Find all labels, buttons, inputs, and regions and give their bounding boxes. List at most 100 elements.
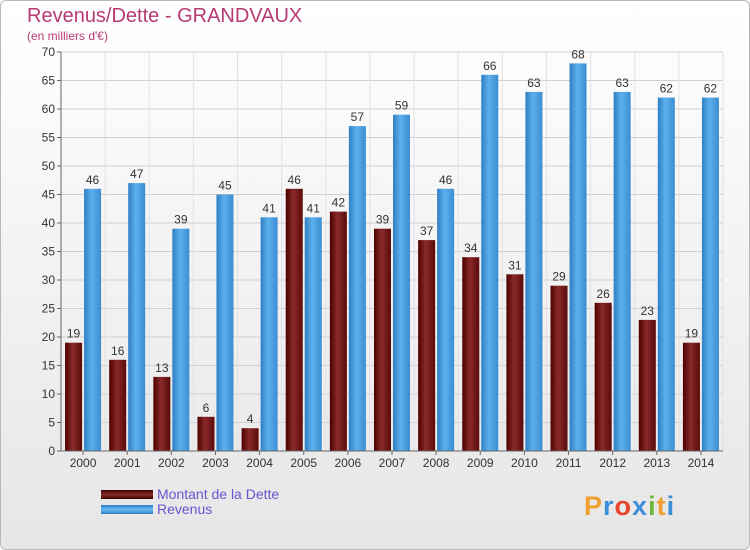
bar-revenus: [128, 183, 146, 451]
x-tick-label: 2009: [467, 456, 494, 470]
bar-revenus: [437, 188, 455, 452]
bar-debt: [65, 342, 83, 451]
data-label-revenus: 63: [527, 76, 541, 90]
bar-debt: [153, 376, 171, 451]
logo-letter: r: [603, 491, 615, 521]
data-label-revenus: 41: [307, 201, 321, 215]
data-label-revenus: 39: [174, 213, 188, 227]
x-tick-label: 2011: [556, 456, 582, 470]
data-label-revenus: 57: [351, 110, 365, 124]
y-tick-label: 45: [42, 188, 56, 202]
legend-label-revenus: Revenus: [157, 501, 213, 517]
bar-revenus: [216, 194, 234, 451]
bars-layer: [65, 63, 719, 452]
data-label-revenus: 68: [571, 47, 585, 61]
data-label-revenus: 63: [615, 76, 629, 90]
legend-swatch-debt: [101, 490, 153, 499]
bar-debt: [506, 274, 524, 451]
labels-layer: 19 46 16 47 13 39 6 45 4 41 46 41 42 57 39 59 37 46 34 66 31…: [67, 47, 718, 426]
bar-debt: [329, 211, 347, 451]
data-label-debt: 13: [155, 361, 169, 375]
y-tick-label: 60: [42, 102, 56, 116]
data-label-revenus: 46: [439, 173, 453, 187]
proxiti-logo: Proxiti: [584, 491, 675, 522]
x-tick-label: 2004: [246, 456, 273, 470]
bar-debt: [594, 302, 612, 451]
logo-letter: o: [614, 491, 633, 521]
y-tick-label: 25: [42, 302, 56, 316]
data-label-debt: 39: [376, 213, 390, 227]
legend-swatch-revenus: [101, 505, 153, 514]
data-label-debt: 29: [552, 270, 566, 284]
bar-revenus: [613, 91, 631, 452]
chart-subtitle: (en milliers d'€): [27, 29, 108, 43]
x-tick-label: 2000: [70, 456, 97, 470]
y-tick-label: 65: [42, 74, 56, 88]
bar-revenus: [348, 126, 366, 451]
bar-revenus: [260, 217, 278, 451]
logo-letter: i: [648, 491, 657, 521]
bar-debt: [550, 285, 568, 451]
chart-title: Revenus/Dette - GRANDVAUX: [27, 5, 303, 27]
x-tick-label: 2005: [290, 456, 317, 470]
y-tick-label: 40: [42, 216, 56, 230]
x-tick-label: 2013: [643, 456, 670, 470]
x-tick-label: 2002: [158, 456, 185, 470]
grid-layer: [60, 51, 724, 452]
logo-letter: P: [584, 491, 604, 521]
bar-revenus: [701, 97, 719, 451]
x-tick-label: 2010: [511, 456, 538, 470]
x-tick-label: 2008: [423, 456, 450, 470]
x-tick-label: 2014: [688, 456, 715, 470]
bar-debt: [285, 188, 303, 452]
y-tick-label: 15: [42, 359, 56, 373]
y-tick-label: 70: [42, 45, 56, 59]
x-tick-label: 2007: [379, 456, 406, 470]
y-tick-label: 20: [42, 330, 56, 344]
data-label-debt: 19: [67, 327, 81, 341]
x-tick-label: 2003: [202, 456, 229, 470]
bar-revenus: [304, 217, 322, 451]
bar-revenus: [525, 91, 543, 452]
logo-letter: t: [656, 491, 667, 521]
y-tick-label: 50: [42, 159, 56, 173]
data-label-debt: 4: [247, 412, 254, 426]
bar-debt: [197, 416, 215, 451]
data-label-revenus: 62: [704, 82, 718, 96]
data-label-revenus: 41: [262, 201, 276, 215]
data-label-debt: 23: [641, 304, 655, 318]
axes-layer: 0 5 10 15 20 25 30 35 40 45 50 55 60 65 70 2000 2001 2002…: [42, 45, 723, 470]
bar-revenus: [481, 74, 499, 452]
data-label-debt: 16: [111, 344, 125, 358]
y-tick-label: 30: [42, 273, 56, 287]
bar-debt: [462, 257, 480, 451]
bar-debt: [374, 228, 391, 451]
bar-debt: [638, 319, 656, 451]
logo-letter: x: [632, 491, 649, 521]
y-tick-label: 35: [42, 245, 56, 259]
data-label-debt: 46: [288, 173, 302, 187]
data-label-debt: 42: [332, 196, 346, 210]
data-label-debt: 26: [596, 287, 610, 301]
x-tick-label: 2001: [114, 456, 141, 470]
legend-label-debt: Montant de la Dette: [157, 486, 280, 502]
data-label-revenus: 62: [660, 82, 674, 96]
x-tick-label: 2012: [599, 456, 626, 470]
y-tick-label: 5: [48, 416, 55, 430]
bar-debt: [682, 342, 700, 451]
data-label-debt: 19: [685, 327, 699, 341]
data-label-debt: 6: [203, 401, 210, 415]
data-label-revenus: 66: [483, 59, 497, 73]
bar-revenus: [569, 63, 587, 452]
bar-debt: [109, 359, 127, 451]
y-tick-label: 0: [48, 444, 55, 458]
data-label-revenus: 47: [130, 167, 144, 181]
bar-revenus: [172, 228, 190, 451]
bar-revenus: [84, 188, 102, 452]
logo-letter: i: [666, 491, 676, 521]
data-label-revenus: 45: [218, 179, 232, 193]
data-label-debt: 31: [508, 258, 522, 272]
x-tick-label: 2006: [335, 456, 362, 470]
